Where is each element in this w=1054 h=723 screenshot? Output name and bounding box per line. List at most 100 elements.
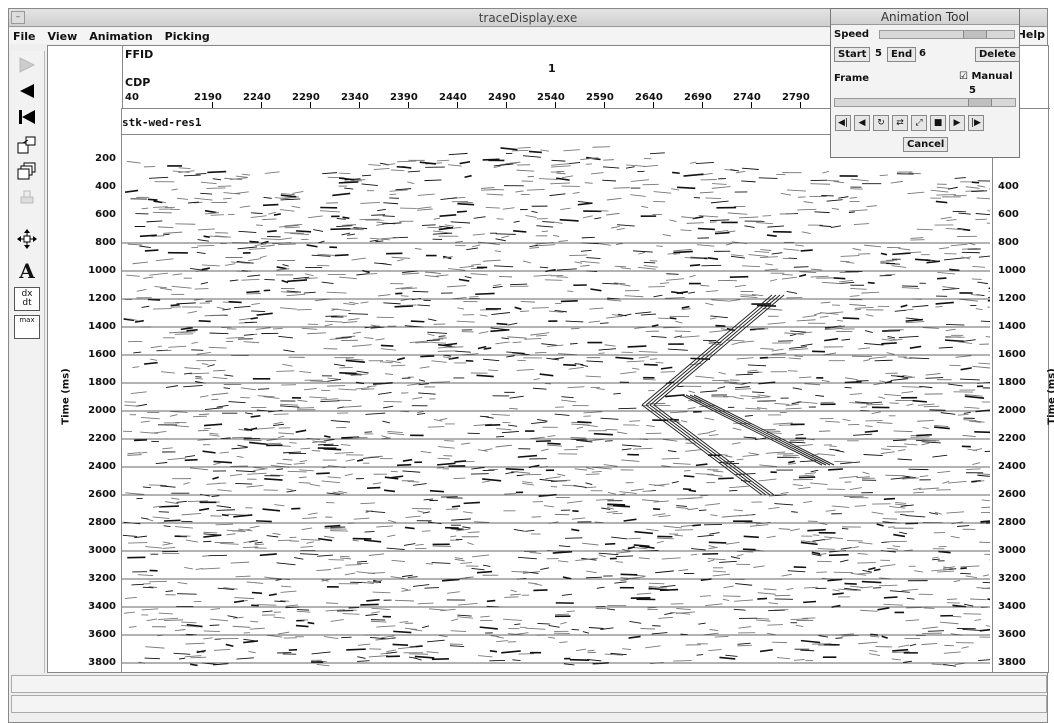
y-tick-label-right: 2000 (998, 405, 1026, 416)
y-axis-title-right: Time (ms) (1046, 368, 1054, 425)
y-tick-label-left: 3200 (88, 573, 116, 584)
print-icon[interactable] (14, 185, 40, 209)
derivative-icon[interactable]: dx dt (14, 287, 40, 311)
y-tick-label-right: 2600 (998, 489, 1026, 500)
menu-bar: File View Animation Picking (9, 28, 1047, 44)
step-back-icon[interactable] (14, 79, 40, 103)
y-tick-label-right: 1000 (998, 265, 1026, 276)
bounce-icon[interactable]: ⤢ (911, 115, 927, 131)
left-axis-area (48, 108, 122, 672)
loop-icon[interactable]: ↻ (873, 115, 889, 131)
step-back-frame-icon[interactable]: ◀ (854, 115, 870, 131)
swap-icon[interactable]: ⇄ (892, 115, 908, 131)
cdp-tick-label: 2440 (439, 92, 467, 103)
cdp-tick-label: 2240 (243, 92, 271, 103)
y-tick-label-right: 400 (998, 181, 1019, 192)
play-forward-icon[interactable]: ▶ (949, 115, 965, 131)
menu-animation[interactable]: Animation (89, 29, 153, 43)
cdp-tick-mark (457, 102, 458, 108)
cdp-tick-label: 2340 (341, 92, 369, 103)
diffraction-event (653, 404, 775, 496)
cdp-tick-label: 2490 (488, 92, 516, 103)
y-tick-label-right: 3200 (998, 573, 1026, 584)
cancel-button[interactable]: Cancel (903, 137, 949, 152)
play-icon[interactable] (14, 53, 40, 77)
menu-help[interactable]: Help (1016, 28, 1045, 41)
right-axis-line (992, 108, 993, 672)
y-tick-label-right: 1200 (998, 293, 1026, 304)
seismic-wiggles (122, 146, 990, 667)
y-tick-label-left: 3800 (88, 657, 116, 668)
start-value: 5 (875, 48, 882, 59)
last-frame-icon[interactable]: |▶ (968, 115, 984, 131)
y-tick-label-right: 1400 (998, 321, 1026, 332)
cdp-tick-mark (310, 102, 311, 108)
y-tick-label-left: 2200 (88, 433, 116, 444)
y-tick-label-right: 800 (998, 237, 1019, 248)
header-divider (122, 108, 1050, 109)
cdp-tick-mark (359, 102, 360, 108)
cdp-tick-label: 2290 (292, 92, 320, 103)
cdp-tick-label: 2790 (782, 92, 810, 103)
max-label: max (19, 316, 35, 324)
speed-slider[interactable] (879, 30, 1015, 39)
max-icon[interactable]: max (14, 315, 40, 339)
cdp-tick-label: 2640 (635, 92, 663, 103)
y-tick-label-right: 2400 (998, 461, 1026, 472)
y-tick-label-left: 2000 (88, 405, 116, 416)
y-tick-label-right: 3400 (998, 601, 1026, 612)
menu-file[interactable]: File (13, 29, 36, 43)
y-tick-label-right: 1600 (998, 349, 1026, 360)
manual-checkbox[interactable]: ☑ Manual (959, 71, 1013, 82)
cdp-tick-label: 2540 (537, 92, 565, 103)
frame-value: 5 (969, 85, 976, 96)
y-tick-label-left: 2400 (88, 461, 116, 472)
animation-tool-title: Animation Tool (831, 9, 1019, 25)
window-copy-icon[interactable] (14, 133, 40, 157)
frame-slider-thumb[interactable] (967, 99, 992, 106)
y-tick-label-left: 200 (95, 153, 116, 164)
cdp-label: CDP (125, 76, 151, 89)
text-icon[interactable]: A (19, 259, 35, 283)
left-toolbar: A dx dt max (11, 51, 45, 673)
diffraction-event (645, 294, 777, 406)
seismic-section[interactable] (122, 135, 990, 671)
cdp-tick-mark (506, 102, 507, 108)
start-button[interactable]: Start (834, 47, 871, 62)
cdp-tick-label: 2590 (586, 92, 614, 103)
title-bar: traceDisplay.exe – (9, 9, 1047, 27)
menu-picking[interactable]: Picking (164, 29, 210, 43)
delete-button[interactable]: Delete (975, 47, 1020, 62)
diffraction-event (685, 394, 827, 466)
diffraction-event (649, 404, 771, 496)
y-tick-label-right: 3600 (998, 629, 1026, 640)
y-tick-label-left: 3000 (88, 545, 116, 556)
window-menu-icon[interactable]: – (11, 11, 25, 24)
menu-view[interactable]: View (47, 29, 78, 43)
cdp-tick-label: 2690 (684, 92, 712, 103)
derivative-top: dx (21, 289, 33, 299)
diffraction-event (653, 294, 785, 406)
first-frame-icon[interactable]: ◀| (835, 115, 851, 131)
stop-icon[interactable]: ■ (930, 115, 946, 131)
ffid-label: FFID (125, 48, 154, 61)
diffraction-event (641, 404, 763, 496)
y-tick-label-right: 2200 (998, 433, 1026, 444)
cdp-tick-mark (261, 102, 262, 108)
cdp-tick-mark (800, 102, 801, 108)
end-value: 6 (919, 48, 926, 59)
diffraction-event (681, 394, 823, 466)
speed-slider-thumb[interactable] (962, 31, 987, 38)
pan-icon[interactable] (14, 227, 40, 251)
cdp-tick-mark (751, 102, 752, 108)
frame-slider[interactable] (834, 98, 1016, 107)
window-stack-icon[interactable] (14, 159, 40, 183)
cdp-tick-mark (555, 102, 556, 108)
y-tick-label-left: 600 (95, 209, 116, 220)
diffraction-event (649, 294, 781, 406)
window-title: traceDisplay.exe (478, 10, 578, 25)
end-button[interactable]: End (887, 47, 917, 62)
rewind-icon[interactable] (14, 105, 40, 129)
y-tick-label-left: 1000 (88, 265, 116, 276)
cdp-tick-label: 40 (125, 92, 139, 103)
